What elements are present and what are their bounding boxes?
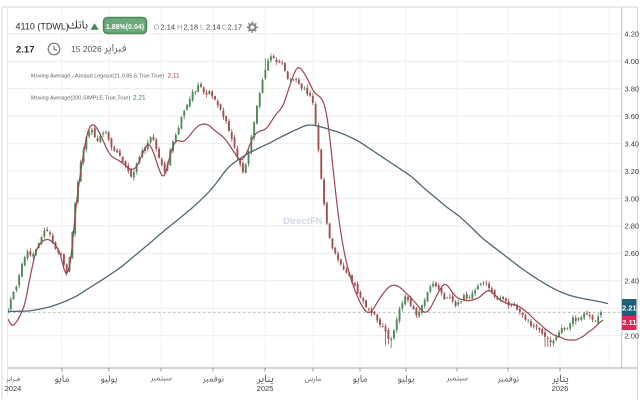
svg-text:2.60: 2.60 <box>625 249 640 258</box>
svg-text:2.21: 2.21 <box>133 95 146 102</box>
svg-text:2026: 2026 <box>552 384 569 393</box>
svg-text:2.14: 2.14 <box>206 23 221 32</box>
svg-text:3.40: 3.40 <box>625 139 640 148</box>
svg-text:3.80: 3.80 <box>625 85 640 94</box>
svg-text:4.00: 4.00 <box>625 57 640 66</box>
svg-text:2.18: 2.18 <box>184 23 199 32</box>
svg-text:2024: 2024 <box>5 384 22 393</box>
svg-text:2.11: 2.11 <box>168 73 181 80</box>
svg-text:2.17: 2.17 <box>228 23 243 32</box>
svg-text:O: O <box>154 23 160 32</box>
svg-text:C: C <box>222 23 228 32</box>
svg-text:2.11: 2.11 <box>622 318 636 327</box>
svg-text:2.00: 2.00 <box>625 332 640 341</box>
svg-text:4110 (TDWL): 4110 (TDWL) <box>16 22 69 32</box>
svg-text:2.40: 2.40 <box>625 277 640 286</box>
svg-text:1.88%(0.04): 1.88%(0.04) <box>106 24 144 31</box>
svg-text:4.20: 4.20 <box>625 30 640 39</box>
svg-text:2.17: 2.17 <box>16 45 35 56</box>
svg-text:3.00: 3.00 <box>625 194 640 203</box>
svg-text:3.20: 3.20 <box>625 167 640 176</box>
svg-text:Moving Average(200,SIMPLE,True: Moving Average(200,SIMPLE,True,True) <box>31 96 130 102</box>
svg-text:15 2026: 15 2026 <box>71 44 102 54</box>
svg-text:3.60: 3.60 <box>625 112 640 121</box>
svg-text:Moving Average - Arnaud Legoux: Moving Average - Arnaud Legoux(21,0.85,6… <box>31 74 164 80</box>
svg-text:H: H <box>177 23 182 32</box>
svg-text:DirectFN: DirectFN <box>283 216 323 227</box>
svg-text:2.21: 2.21 <box>622 303 637 312</box>
svg-text:2025: 2025 <box>257 384 274 393</box>
svg-text:2.14: 2.14 <box>161 23 176 32</box>
svg-text:2.80: 2.80 <box>625 222 640 231</box>
svg-text:L: L <box>200 23 204 32</box>
